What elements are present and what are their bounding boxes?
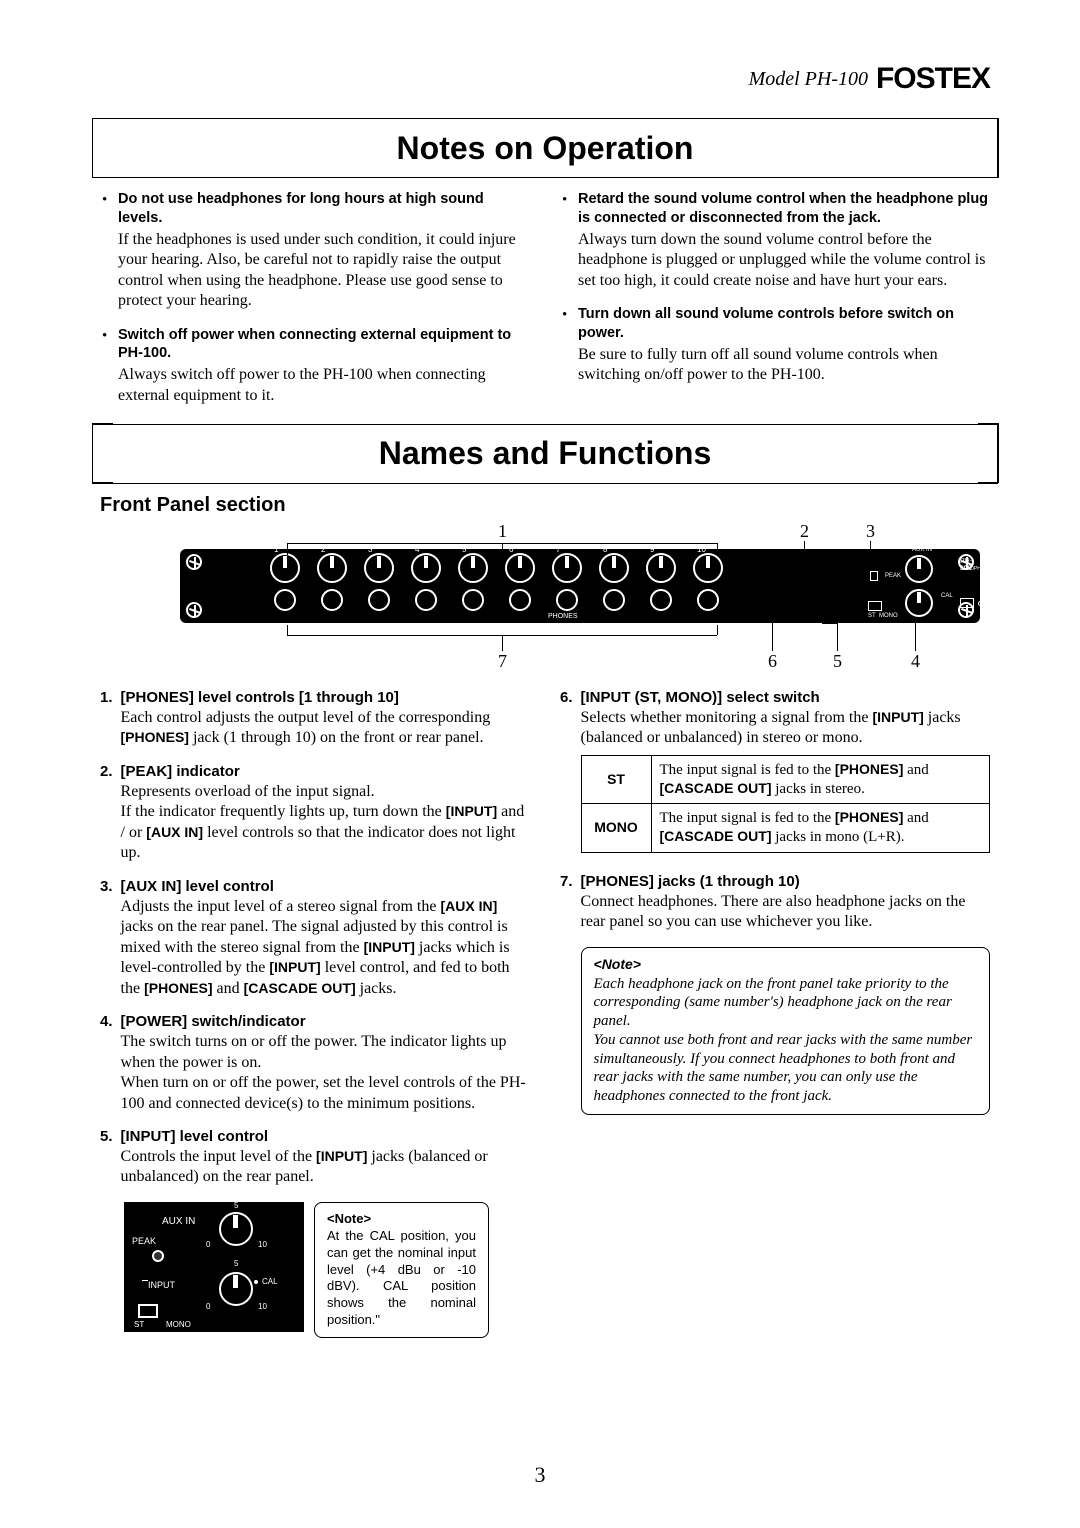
table-row: STThe input signal is fed to the [PHONES… (581, 755, 989, 804)
table-key: ST (581, 755, 651, 804)
bullet-icon: • (102, 192, 107, 209)
function-item: 5. [INPUT] level control Controls the in… (100, 1128, 530, 1188)
bullet-icon: • (562, 307, 567, 324)
function-title: [INPUT (ST, MONO)] select switch (581, 689, 990, 706)
front-panel-figure: 1 2 3 4 5 6 7 8 9 10 PHONES PEAK (100, 521, 990, 671)
fig-scale: 10 (258, 1302, 267, 1311)
note-title: Turn down all sound volume controls befo… (578, 305, 990, 343)
function-number: 6. (560, 689, 573, 853)
function-body: Adjusts the input level of a stereo sign… (121, 897, 530, 999)
callout-1: 1 (498, 521, 507, 542)
table-key: MONO (581, 804, 651, 853)
table-row: MONOThe input signal is fed to the [PHON… (581, 804, 989, 853)
fig-scale: 0 (206, 1240, 210, 1249)
note-title: <Note> (327, 1211, 476, 1228)
function-number: 3. (100, 878, 113, 999)
function-body: Connect headphones. There are also headp… (581, 892, 990, 933)
callout-7: 7 (498, 651, 507, 672)
fig-input-knob-icon (219, 1272, 253, 1306)
function-body: Represents overload of the input signal.… (121, 782, 530, 864)
function-body: Selects whether monitoring a signal from… (581, 708, 990, 749)
function-body: The switch turns on or off the power. Th… (121, 1032, 530, 1114)
function-item: 2. [PEAK] indicator Represents overload … (100, 763, 530, 864)
function-item: 4. [POWER] switch/indicator The switch t… (100, 1013, 530, 1114)
notes-section-title-box: Notes on Operation (92, 118, 998, 178)
function-title: [PHONES] level controls [1 through 10] (121, 689, 530, 706)
fig-mono-label: MONO (166, 1320, 191, 1329)
select-table: STThe input signal is fed to the [PHONES… (581, 755, 990, 853)
fig-input-label: INPUT (148, 1280, 175, 1290)
fig-scale: 0 (206, 1302, 210, 1311)
fig-st-label: ST (134, 1320, 144, 1329)
fig-aux-in-label: AUX IN (162, 1216, 195, 1227)
panel-brand: FOSTEX (992, 551, 1040, 565)
note-title: <Note> (594, 956, 641, 972)
table-val: The input signal is fed to the [PHONES] … (651, 755, 989, 804)
function-item: 6. [INPUT (ST, MONO)] select switch Sele… (560, 689, 990, 853)
note-body: Always turn down the sound volume contro… (578, 231, 985, 289)
function-number: 4. (100, 1013, 113, 1114)
function-item: 3. [AUX IN] level control Adjusts the in… (100, 878, 530, 999)
note-body: If the headphones is used under such con… (118, 231, 516, 309)
note-title: Switch off power when connecting externa… (118, 326, 530, 364)
model-text: Model PH-100 (749, 68, 868, 91)
callout-3: 3 (866, 521, 875, 542)
function-title: [POWER] switch/indicator (121, 1013, 530, 1030)
function-number: 1. (100, 689, 113, 749)
function-title: [PEAK] indicator (121, 763, 530, 780)
fig-cal-label: CAL (262, 1277, 278, 1286)
note-body: Be sure to fully turn off all sound volu… (578, 346, 938, 383)
functions-columns: 1. [PHONES] level controls [1 through 10… (100, 689, 990, 1338)
note-body: At the CAL position, you can get the nom… (327, 1228, 476, 1329)
fig-switch-icon (138, 1304, 158, 1318)
power-label: POWER (987, 601, 1010, 607)
input-figure-row: AUX IN 5 5 0 10 PEAK INPUT CAL 0 10 ST M… (124, 1202, 530, 1338)
bullet-icon: • (102, 328, 107, 345)
names-section-title-box: Names and Functions (92, 424, 998, 484)
function-title: [INPUT] level control (121, 1128, 530, 1145)
function-body: Each control adjusts the output level of… (121, 708, 530, 749)
bullet-icon: • (562, 192, 567, 209)
front-panel-heading: Front Panel section (100, 494, 990, 517)
brand-logo: FOSTEX (876, 62, 990, 96)
callout-6: 6 (768, 651, 777, 672)
note-item: • Switch off power when connecting exter… (100, 326, 530, 407)
note-title: Retard the sound volume control when the… (578, 190, 990, 228)
function-title: [AUX IN] level control (121, 878, 530, 895)
note-item: • Retard the sound volume control when t… (560, 190, 990, 291)
function-title: [PHONES] jacks (1 through 10) (581, 873, 990, 890)
notes-list: • Do not use headphones for long hours a… (100, 190, 990, 410)
note-body: Always switch off power to the PH-100 wh… (118, 366, 486, 403)
page-number: 3 (0, 1462, 1080, 1488)
callout-4: 4 (911, 651, 920, 672)
callout-5: 5 (833, 651, 842, 672)
table-val: The input signal is fed to the [PHONES] … (651, 804, 989, 853)
page-header: Model PH-100 FOSTEX (100, 62, 990, 96)
function-number: 7. (560, 873, 573, 1115)
note-body: Each headphone jack on the front panel t… (594, 976, 973, 1105)
fig-scale: 5 (234, 1259, 238, 1268)
fig-peak-label: PEAK (132, 1236, 156, 1246)
function-item: 1. [PHONES] level controls [1 through 10… (100, 689, 530, 749)
function-item: 7. [PHONES] jacks (1 through 10) Connect… (560, 873, 990, 1115)
notes-section-title: Notes on Operation (115, 119, 975, 177)
input-level-figure: AUX IN 5 5 0 10 PEAK INPUT CAL 0 10 ST M… (124, 1202, 304, 1332)
fig-scale: 10 (258, 1240, 267, 1249)
fig-peak-icon (152, 1250, 164, 1262)
fig-scale: 5 (234, 1201, 238, 1210)
callout-2: 2 (800, 521, 809, 542)
note-title: Do not use headphones for long hours at … (118, 190, 530, 228)
note-item: • Turn down all sound volume controls be… (560, 305, 990, 386)
names-section-title: Names and Functions (115, 425, 975, 483)
functions-right-col: 6. [INPUT (ST, MONO)] select switch Sele… (560, 689, 990, 1338)
input-note-box: <Note> At the CAL position, you can get … (314, 1202, 489, 1338)
fig-aux-knob-icon (219, 1212, 253, 1246)
note-item: • Do not use headphones for long hours a… (100, 190, 530, 312)
functions-left-col: 1. [PHONES] level controls [1 through 10… (100, 689, 530, 1338)
callouts: 1 2 3 4 5 6 7 (100, 521, 990, 671)
function-number: 5. (100, 1128, 113, 1188)
function-body: Controls the input level of the [INPUT] … (121, 1147, 530, 1188)
phones-note-box: <Note> Each headphone jack on the front … (581, 947, 990, 1115)
function-number: 2. (100, 763, 113, 864)
